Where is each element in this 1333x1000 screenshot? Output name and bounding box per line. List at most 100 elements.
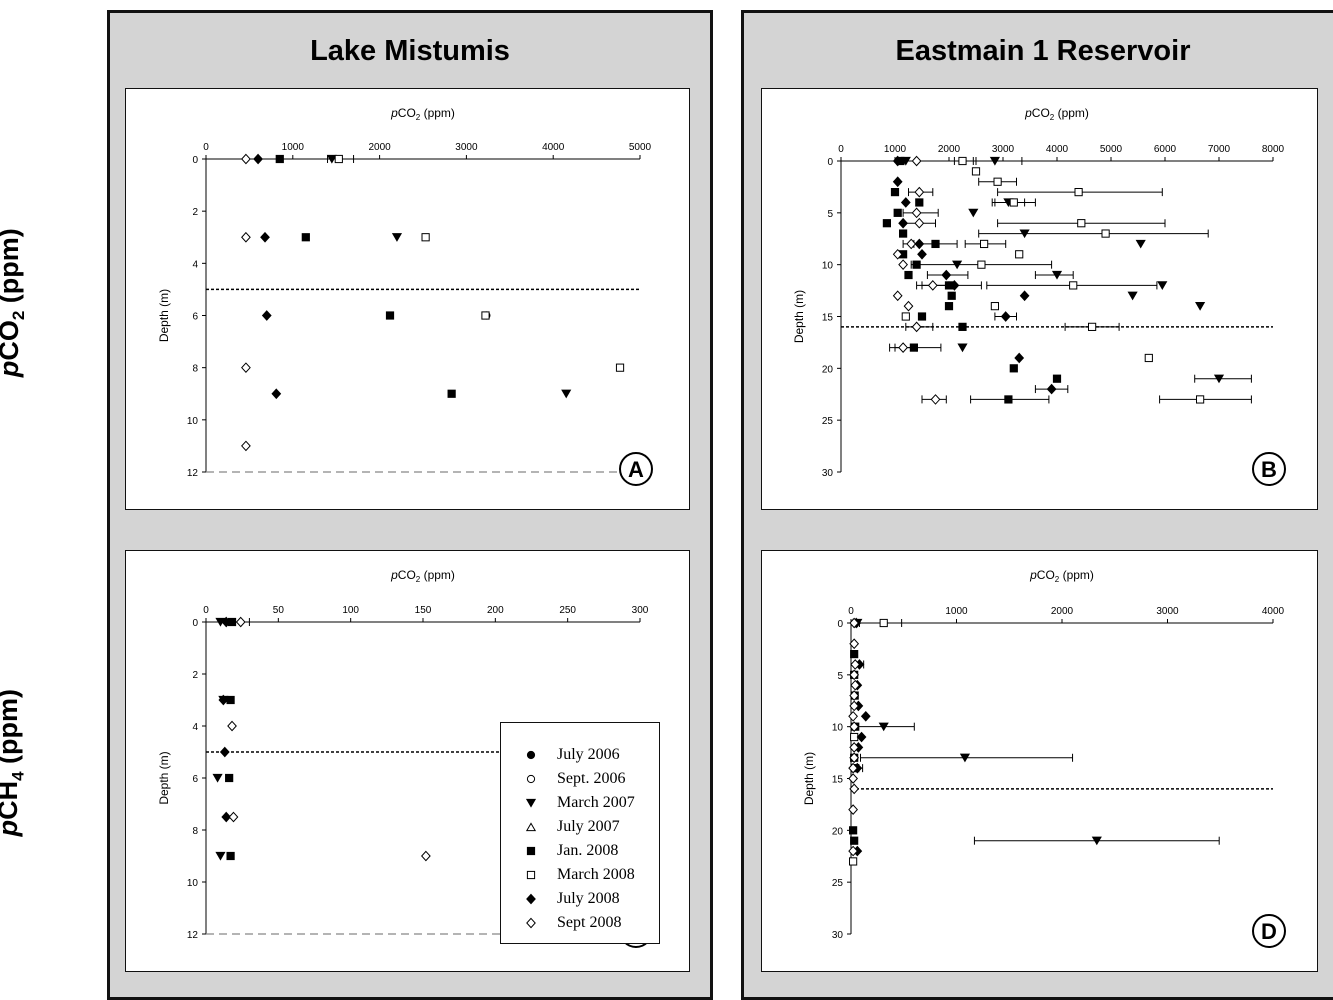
data-point bbox=[959, 753, 971, 763]
data-point bbox=[253, 153, 263, 165]
data-point bbox=[260, 231, 270, 243]
data-point bbox=[958, 322, 967, 331]
chart-svg: pCO2 (ppm) Depth (m) 0 1000 2000 3000 4000 5000… bbox=[792, 106, 1286, 486]
data-point bbox=[1213, 374, 1225, 384]
data-point bbox=[848, 804, 858, 815]
legend-label: July 2008 bbox=[557, 890, 620, 907]
y-tick-label: 6 bbox=[192, 312, 198, 323]
legend-marker-svg bbox=[526, 750, 536, 760]
data-point bbox=[947, 291, 956, 300]
row-label-pch4: pCH4 (ppm) bbox=[0, 688, 28, 836]
data-point bbox=[898, 342, 908, 353]
panel-badge-circle bbox=[619, 452, 653, 486]
data-point bbox=[1074, 188, 1083, 197]
data-point bbox=[235, 616, 246, 628]
data-point bbox=[421, 850, 431, 862]
series-march-2007 bbox=[852, 618, 1220, 846]
data-point bbox=[914, 186, 925, 198]
data-point bbox=[849, 721, 860, 733]
data-point bbox=[930, 394, 941, 405]
data-point bbox=[241, 362, 251, 374]
series-july-2008 bbox=[218, 616, 232, 823]
data-point bbox=[893, 208, 902, 217]
y-tick-label: 10 bbox=[187, 416, 199, 427]
data-point bbox=[850, 650, 859, 659]
data-point bbox=[218, 694, 229, 706]
data-point bbox=[892, 290, 903, 302]
y-tick-label: 15 bbox=[832, 775, 844, 786]
data-point bbox=[849, 742, 860, 753]
data-point bbox=[977, 260, 986, 269]
series-jan-2008 bbox=[275, 154, 456, 398]
data-point bbox=[848, 762, 858, 774]
data-point bbox=[1015, 250, 1024, 259]
data-point bbox=[301, 233, 310, 242]
data-point bbox=[968, 208, 979, 218]
data-point bbox=[215, 851, 226, 861]
legend-marker bbox=[521, 820, 557, 834]
legend-label: July 2006 bbox=[557, 746, 620, 763]
data-point bbox=[848, 710, 858, 722]
x-tick-label: 3000 bbox=[455, 142, 478, 153]
series-march-2007 bbox=[326, 154, 572, 399]
legend-marker-shape bbox=[526, 893, 536, 905]
y-axis-title: Depth (m) bbox=[157, 289, 171, 342]
x-tick-label: 2000 bbox=[1051, 606, 1074, 617]
y-tick-label: 25 bbox=[832, 878, 844, 889]
data-point bbox=[212, 773, 223, 783]
data-point bbox=[1157, 281, 1168, 290]
data-point bbox=[917, 312, 927, 321]
x-tick-label: 50 bbox=[273, 605, 285, 616]
series-sept-2008 bbox=[227, 616, 431, 862]
y-tick-label: 12 bbox=[187, 468, 199, 479]
legend-marker-shape bbox=[525, 822, 537, 832]
y-tick-label: 6 bbox=[192, 774, 198, 785]
data-point bbox=[849, 638, 860, 650]
data-point bbox=[1051, 270, 1063, 280]
data-point bbox=[849, 857, 858, 866]
data-point bbox=[1000, 311, 1011, 322]
y-tick-label: 5 bbox=[827, 209, 833, 220]
legend-marker-shape bbox=[526, 870, 536, 880]
chart-panel-b: pCO2 (ppm) Depth (m) 0 1000 2000 3000 4000 5000… bbox=[761, 88, 1318, 510]
data-point bbox=[391, 233, 403, 242]
x-axis-title: pCO2 (ppm) bbox=[1024, 106, 1089, 122]
legend-marker-svg bbox=[526, 870, 536, 880]
data-point bbox=[849, 690, 860, 701]
data-point bbox=[1135, 239, 1146, 249]
data-point bbox=[911, 321, 922, 333]
data-point bbox=[261, 310, 272, 321]
data-point bbox=[911, 155, 922, 167]
data-point bbox=[917, 248, 927, 260]
x-tick-label: 5000 bbox=[629, 142, 652, 153]
series-jan-2008 bbox=[882, 156, 1062, 404]
data-point bbox=[931, 239, 940, 249]
x-tick-label: 250 bbox=[559, 605, 576, 616]
y-tick-label: 25 bbox=[822, 416, 834, 427]
legend-label: Sept 2008 bbox=[557, 914, 622, 931]
x-tick-label: 100 bbox=[342, 605, 359, 616]
series-march-2008 bbox=[901, 156, 1252, 404]
data-point bbox=[228, 811, 239, 823]
y-tick-label: 0 bbox=[837, 619, 843, 630]
y-tick-label: 0 bbox=[192, 618, 198, 629]
x-tick-label: 4000 bbox=[1046, 144, 1069, 155]
x-tick-label: 7000 bbox=[1208, 144, 1231, 155]
data-point bbox=[1101, 229, 1110, 238]
data-point bbox=[1195, 302, 1206, 311]
legend-item: March 2008 bbox=[521, 863, 659, 887]
data-point bbox=[849, 752, 860, 764]
legend-marker-svg bbox=[525, 822, 537, 832]
data-point bbox=[899, 229, 908, 238]
legend-item: Sept. 2006 bbox=[521, 767, 659, 791]
data-point bbox=[385, 311, 395, 320]
data-point bbox=[849, 783, 860, 795]
x-tick-label: 2000 bbox=[938, 144, 961, 155]
data-point bbox=[421, 233, 430, 242]
legend-label: Jan. 2008 bbox=[557, 842, 619, 859]
x-tick-label: 6000 bbox=[1154, 144, 1177, 155]
panel-badge-circle bbox=[1252, 452, 1286, 486]
lake-mistumis-title: Lake Mistumis bbox=[310, 35, 510, 67]
y-tick-label: 8 bbox=[192, 826, 198, 837]
data-point bbox=[241, 440, 251, 452]
